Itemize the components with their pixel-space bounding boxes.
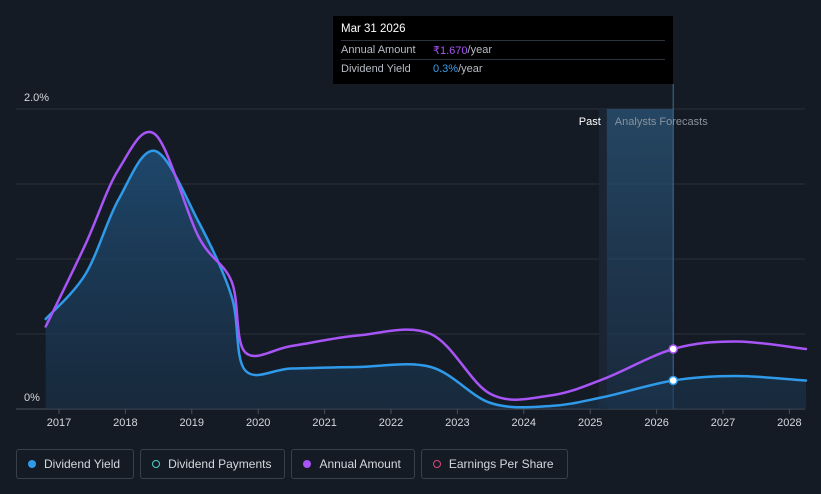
annual-amount-marker xyxy=(668,344,678,354)
highlight-markers xyxy=(668,344,678,386)
x-tick-label: 2025 xyxy=(578,417,602,429)
dividend-yield-marker xyxy=(668,375,678,386)
earnings-per-share-ring-icon xyxy=(432,460,441,468)
past-divider-band xyxy=(598,109,607,409)
x-tick-label: 2028 xyxy=(777,417,801,429)
legend-label: Dividend Payments xyxy=(168,457,272,471)
x-tick-label: 2021 xyxy=(312,417,336,429)
legend-annual-amount[interactable]: Annual Amount xyxy=(291,449,415,479)
chart-tooltip: Mar 31 2026 Annual Amount ₹1.670/year Di… xyxy=(333,16,673,84)
tooltip-dividend-yield-label: Dividend Yield xyxy=(341,63,411,75)
forecast-band xyxy=(606,109,674,409)
legend-label: Earnings Per Share xyxy=(448,457,554,471)
legend-dividend-yield[interactable]: Dividend Yield xyxy=(16,449,135,479)
dividend-payments-ring-icon xyxy=(152,460,161,468)
annual-amount-line xyxy=(44,130,808,401)
x-tick-label: 2020 xyxy=(246,417,270,429)
tooltip-annual-amount-row: Annual Amount ₹1.670/year xyxy=(341,40,665,59)
x-tick-label: 2027 xyxy=(711,417,735,429)
dividend-yield-line xyxy=(44,149,808,409)
dividend-yield-dot-icon xyxy=(28,460,36,468)
x-tick-label: 2019 xyxy=(180,417,204,429)
x-tick-label: 2026 xyxy=(644,417,668,429)
tooltip-dividend-yield-row: Dividend Yield 0.3%/year xyxy=(341,59,665,77)
y-tick-label: 0% xyxy=(24,392,40,404)
annual-amount-dot-icon xyxy=(303,460,312,468)
legend-dividend-payments[interactable]: Dividend Payments xyxy=(140,449,286,479)
tooltip-annual-amount-suffix: /year xyxy=(467,44,492,56)
x-tick-label: 2023 xyxy=(445,417,469,429)
legend-earnings-per-share[interactable]: Earnings Per Share xyxy=(420,449,568,479)
y-tick-label: 2.0% xyxy=(24,92,49,104)
legend-label: Dividend Yield xyxy=(44,457,121,471)
chart-legend: Dividend Yield Dividend Payments Annual … xyxy=(16,449,568,479)
past-label: Past xyxy=(579,116,601,128)
tooltip-annual-amount-value: ₹1.670 xyxy=(433,45,468,57)
series-layer xyxy=(44,130,808,409)
dividend-yield-area xyxy=(45,150,806,409)
tooltip-dividend-yield-value: 0.3% xyxy=(433,63,459,75)
tooltip-annual-amount-label: Annual Amount xyxy=(341,44,416,56)
x-tick-label: 2022 xyxy=(379,417,403,429)
x-tick-label: 2017 xyxy=(47,417,71,429)
tooltip-dividend-yield-suffix: /year xyxy=(458,63,483,75)
x-tick-label: 2024 xyxy=(512,417,536,429)
tooltip-date: Mar 31 2026 xyxy=(341,23,406,35)
axis-labels: 2.0% 0% 2017 2018 2019 2020 2021 2022 2023 2024 20… xyxy=(24,92,802,429)
legend-label: Annual Amount xyxy=(319,457,401,471)
forecast-label: Analysts Forecasts xyxy=(615,116,708,128)
x-tick-label: 2018 xyxy=(113,417,137,429)
forecast-region xyxy=(598,84,674,409)
